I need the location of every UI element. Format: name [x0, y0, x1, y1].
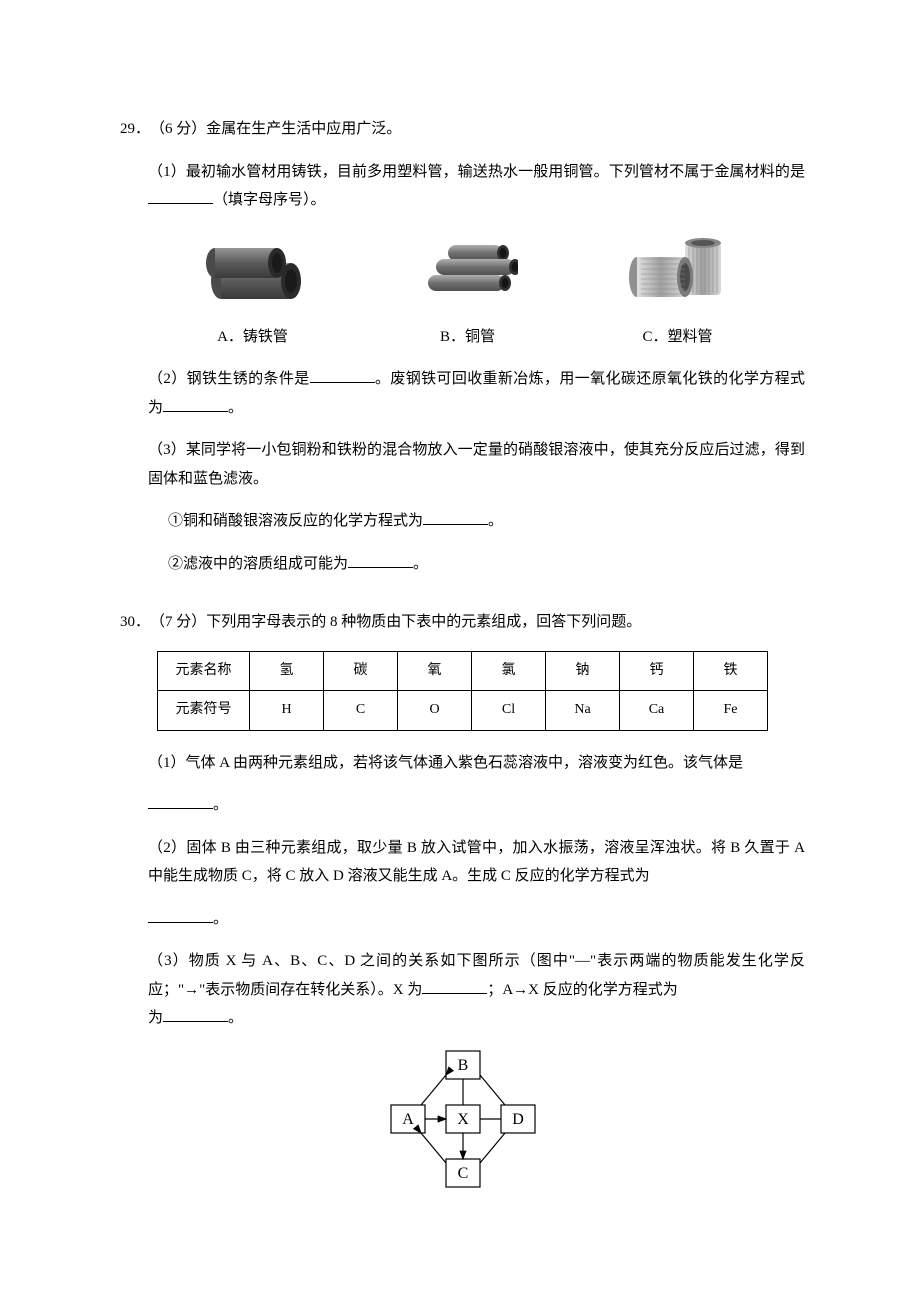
row1-header: 元素名称 [158, 651, 250, 691]
node-a: A [402, 1111, 414, 1128]
node-c: C [457, 1165, 468, 1182]
q29-p3-s2-b: 。 [413, 556, 428, 572]
pipe-options-row: A．铸铁管 [140, 237, 785, 352]
q29-p3-s1-b: 。 [488, 513, 503, 529]
q29-part2: （2）钢铁生锈的条件是。废钢铁可回收重新冶炼，用一氧化碳还原氧化铁的化学方程式为… [120, 365, 805, 422]
q29-number: 29． [120, 115, 150, 144]
cell: Ca [620, 691, 694, 731]
cell: Na [546, 691, 620, 731]
table-row: 元素符号 H C O Cl Na Ca Fe [158, 691, 768, 731]
q30-number: 30． [120, 608, 150, 637]
cell: C [324, 691, 398, 731]
q29-p2-text-a: 钢铁生锈的条件是 [187, 371, 310, 387]
q29-header: 29． （6 分） 金属在生产生活中应用广泛。 [120, 115, 805, 144]
q30-p3-text-b: ；A→X 反应的化学方程式为 [487, 982, 677, 998]
cell: H [250, 691, 324, 731]
q29-p1-label: （1） [148, 164, 186, 180]
table-row: 元素名称 氢 碳 氧 氯 钠 钙 铁 [158, 651, 768, 691]
q29-intro: 金属在生产生活中应用广泛。 [206, 115, 401, 144]
q30-p1-text-a: 气体 A 由两种元素组成，若将该气体通入紫色石蕊溶液中，溶液变为红色。该气体是 [186, 755, 744, 771]
blank-field [422, 976, 487, 994]
node-x: X [457, 1111, 469, 1128]
row2-header: 元素符号 [158, 691, 250, 731]
plastic-pipe-icon [623, 237, 733, 305]
q30-p3-text-c: 。 [228, 1010, 243, 1026]
node-d: D [512, 1111, 524, 1128]
cell: 铁 [694, 651, 768, 691]
pipe-option-c: C．塑料管 [623, 237, 733, 352]
q29-p1-text-a: 最初输水管材用铸铁，目前多用塑料管，输送热水一般用铜管。下列管材不属于金属材料的… [186, 164, 805, 180]
q30-intro: 下列用字母表示的 8 种物质由下表中的元素组成，回答下列问题。 [206, 608, 641, 637]
q29-p3-sub1: ①铜和硝酸银溶液反应的化学方程式为 。 [120, 507, 805, 536]
cell: Cl [472, 691, 546, 731]
q29-part1: （1）最初输水管材用铸铁，目前多用塑料管，输送热水一般用铜管。下列管材不属于金属… [120, 158, 805, 215]
q29-part3: （3）某同学将一小包铜粉和铁粉的混合物放入一定量的硝酸银溶液中，使其充分反应后过… [120, 436, 805, 493]
cell: 碳 [324, 651, 398, 691]
q30-p2-label: （2） [148, 840, 186, 856]
blank-field [163, 1004, 228, 1022]
pipe-c-label: C．塑料管 [623, 323, 733, 352]
cell: Fe [694, 691, 768, 731]
cell: 氯 [472, 651, 546, 691]
cell: 氧 [398, 651, 472, 691]
relation-diagram: B A X D C [120, 1047, 805, 1197]
q30-p1-text-b: 。 [213, 797, 228, 813]
q30-points: （7 分） [150, 608, 206, 637]
q29-p3-text-a: 某同学将一小包铜粉和铁粉的混合物放入一定量的硝酸银溶液中，使其充分反应后过滤，得… [148, 442, 805, 487]
q30-part1: （1）气体 A 由两种元素组成，若将该气体通入紫色石蕊溶液中，溶液变为红色。该气… [120, 749, 805, 778]
question-30: 30． （7 分） 下列用字母表示的 8 种物质由下表中的元素组成，回答下列问题… [120, 608, 805, 1197]
pipe-b-label: B．铜管 [418, 323, 518, 352]
iron-pipe-icon [193, 237, 313, 305]
question-29: 29． （6 分） 金属在生产生活中应用广泛。 （1）最初输水管材用铸铁，目前多… [120, 115, 805, 578]
copper-pipe-icon [418, 237, 518, 305]
q29-p3-sub2: ②滤液中的溶质组成可能为 。 [120, 550, 805, 579]
blank-field [423, 507, 488, 525]
q29-p3-s2-a: ②滤液中的溶质组成可能为 [168, 556, 348, 572]
q30-p1-blank-row: 。 [120, 791, 805, 820]
pipe-a-label: A．铸铁管 [193, 323, 313, 352]
blank-field [148, 905, 213, 923]
q29-p1-text-b: （填字母序号）。 [213, 192, 326, 208]
blank-field [310, 365, 375, 383]
blank-field [348, 550, 413, 568]
q30-p2-blank-row: 。 [120, 905, 805, 934]
pipe-option-b: B．铜管 [418, 237, 518, 352]
q30-part2: （2）固体 B 由三种元素组成，取少量 B 放入试管中，加入水振荡，溶液呈浑浊状… [120, 834, 805, 891]
q29-p3-s1-a: ①铜和硝酸银溶液反应的化学方程式为 [168, 513, 423, 529]
q29-p2-text-c: 。 [228, 400, 243, 416]
q30-p2-text-b: 。 [213, 911, 228, 927]
q29-p3-label: （3） [148, 442, 186, 458]
blank-field [148, 791, 213, 809]
q30-header: 30． （7 分） 下列用字母表示的 8 种物质由下表中的元素组成，回答下列问题… [120, 608, 805, 637]
element-table: 元素名称 氢 碳 氧 氯 钠 钙 铁 元素符号 H C O Cl Na Ca F… [157, 651, 768, 731]
cell: O [398, 691, 472, 731]
q29-points: （6 分） [150, 115, 206, 144]
q30-p2-text-a: 固体 B 由三种元素组成，取少量 B 放入试管中，加入水振荡，溶液呈浑浊状。将 … [148, 840, 805, 885]
q30-part3: （3）物质 X 与 A、B、C、D 之间的关系如下图所示（图中"—"表示两端的物… [120, 947, 805, 1033]
cell: 钠 [546, 651, 620, 691]
q29-p2-label: （2） [148, 371, 187, 387]
blank-field [148, 186, 213, 204]
blank-field [163, 394, 228, 412]
q30-p1-label: （1） [148, 755, 186, 771]
cell: 钙 [620, 651, 694, 691]
cell: 氢 [250, 651, 324, 691]
pipe-option-a: A．铸铁管 [193, 237, 313, 352]
q30-p3-label: （3） [148, 953, 189, 969]
node-b: B [457, 1057, 468, 1074]
